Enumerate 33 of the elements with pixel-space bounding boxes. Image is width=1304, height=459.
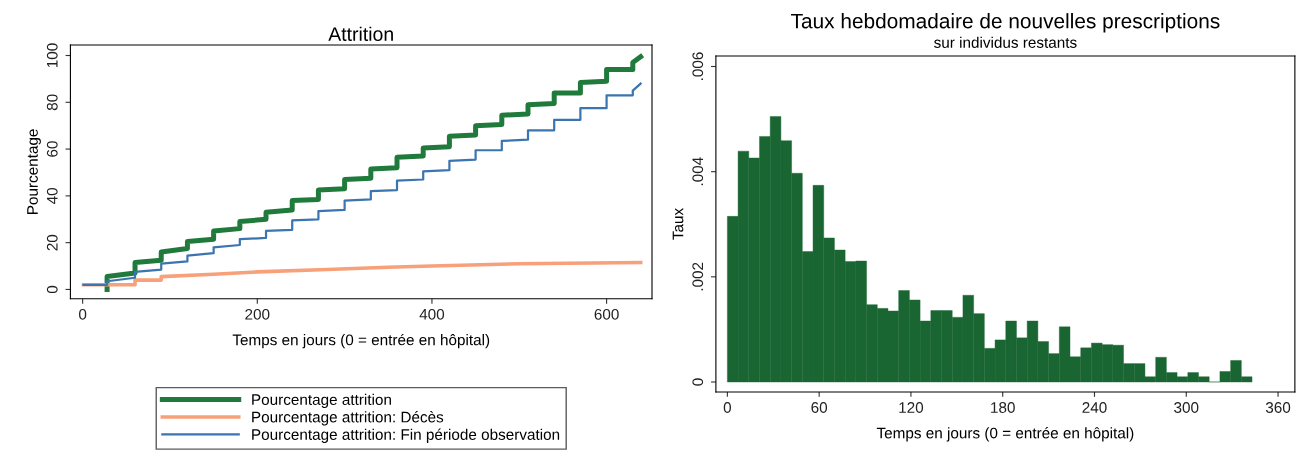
x-tick-label: 120 — [899, 402, 924, 413]
chart-title: Taux hebdomadaire de nouvelles prescriptions — [791, 13, 1220, 33]
y-tick-label: 60 — [46, 141, 58, 157]
x-tick-label: 600 — [594, 308, 619, 320]
y-tick-label: 40 — [46, 187, 58, 205]
legend-label: Pourcentage attrition: Fin période observation — [252, 428, 560, 443]
x-tick-label: 400 — [419, 308, 445, 320]
x-tick-label: 360 — [1265, 402, 1291, 413]
x-tick-label: 300 — [1174, 402, 1199, 413]
x-tick-label: 60 — [811, 402, 828, 413]
line-series — [82, 82, 642, 286]
x-tick-label: 200 — [245, 308, 270, 320]
y-tick-label: .006 — [692, 52, 704, 80]
chart-title: Attrition — [328, 26, 393, 42]
legend-label: Pourcentage attrition: Décès — [252, 411, 444, 426]
line-series — [81, 260, 643, 287]
y-axis-title: Pourcentage — [27, 129, 41, 214]
x-axis-title: Temps en jours (0 = entrée en hôpital) — [876, 427, 1134, 442]
y-tick-label: 0 — [692, 378, 704, 386]
y-tick-label: .004 — [692, 157, 704, 186]
x-tick-label: 0 — [78, 308, 87, 320]
y-tick-label: 80 — [46, 94, 58, 111]
y-tick-label: .002 — [692, 262, 704, 291]
y-axis-title: Taux — [672, 208, 684, 240]
y-tick-label: 20 — [46, 234, 58, 251]
x-axis-title: Temps en jours (0 = entrée en hôpital) — [232, 333, 490, 349]
y-tick-label: 100 — [46, 43, 58, 68]
x-tick-label: 240 — [1082, 402, 1107, 413]
x-tick-label: 180 — [991, 402, 1015, 413]
y-tick-label: 0 — [46, 285, 58, 294]
x-tick-label: 0 — [723, 402, 732, 413]
legend-label: Pourcentage attrition — [252, 393, 391, 409]
chart-subtitle: sur individus restants — [934, 36, 1077, 48]
